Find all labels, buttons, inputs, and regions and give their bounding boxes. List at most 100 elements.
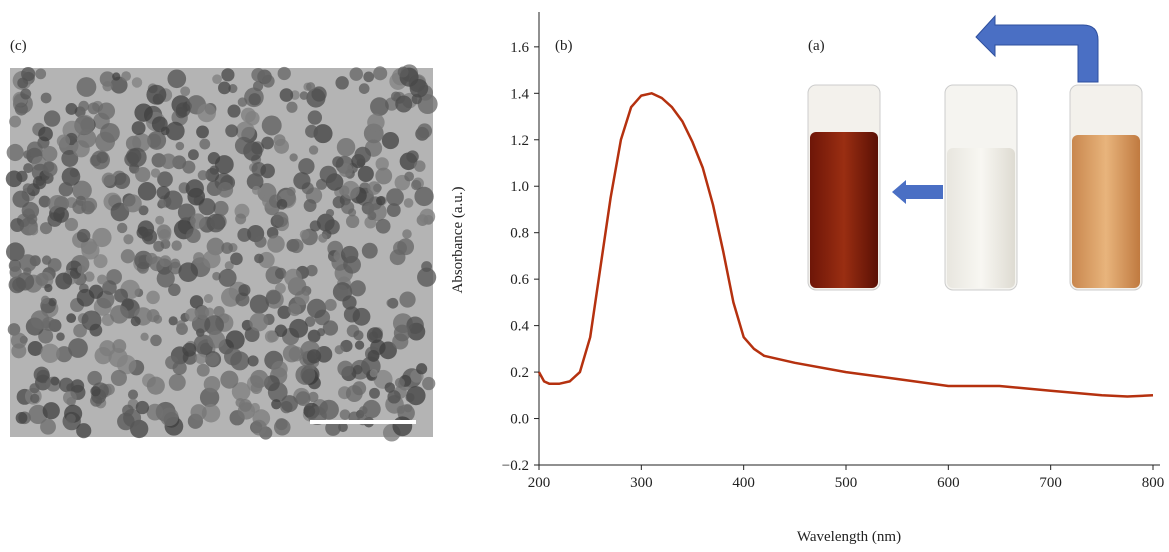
particle: [311, 86, 327, 102]
particle: [402, 229, 412, 239]
particle: [251, 67, 266, 82]
particle: [334, 284, 349, 299]
particle: [375, 157, 389, 171]
particle: [289, 238, 304, 254]
particle: [9, 115, 22, 128]
particle: [110, 202, 130, 222]
particle: [38, 126, 53, 142]
particle: [121, 71, 131, 81]
particle: [349, 280, 366, 297]
particle: [306, 349, 322, 364]
particle: [42, 161, 58, 177]
particle: [66, 313, 77, 324]
particle: [199, 138, 211, 150]
particle: [204, 315, 225, 335]
particle: [73, 323, 87, 338]
particle: [56, 346, 73, 363]
particle: [27, 340, 43, 356]
particle: [65, 103, 78, 115]
particle: [40, 343, 60, 363]
particle: [38, 195, 51, 208]
particle: [411, 179, 422, 191]
particle: [316, 328, 326, 337]
particle: [237, 228, 252, 242]
particle: [76, 423, 92, 439]
particle: [299, 229, 310, 240]
x-tick-label: 200: [528, 475, 551, 491]
particle: [251, 419, 267, 436]
particle: [131, 121, 146, 136]
particle: [14, 102, 28, 116]
particle: [33, 366, 50, 383]
particle: [180, 86, 191, 97]
particle: [405, 392, 415, 403]
particle: [22, 183, 33, 194]
vial-liquid: [947, 148, 1015, 288]
particle: [72, 180, 92, 201]
particle: [209, 165, 219, 175]
particle: [248, 93, 261, 106]
particle: [214, 155, 234, 174]
vials: [807, 14, 1143, 291]
particle: [246, 173, 264, 190]
particle: [176, 320, 186, 330]
particle: [140, 332, 149, 341]
particle: [284, 268, 302, 287]
particle: [117, 412, 135, 431]
particle: [12, 190, 30, 208]
particle: [261, 74, 275, 88]
particle: [201, 404, 221, 423]
particle: [40, 92, 52, 104]
particle: [58, 182, 74, 197]
particle: [406, 316, 424, 334]
particle: [235, 213, 247, 225]
particle: [373, 66, 388, 81]
particle: [299, 91, 309, 100]
particle: [135, 400, 150, 415]
particle: [146, 376, 165, 395]
particle: [21, 66, 36, 82]
particle: [251, 185, 261, 195]
particle: [230, 252, 243, 266]
particle: [308, 391, 319, 403]
particle: [272, 211, 289, 228]
particle: [221, 242, 233, 254]
particle: [213, 200, 229, 217]
particle: [238, 284, 251, 297]
particle: [417, 123, 433, 139]
particle: [29, 383, 40, 394]
particle: [153, 240, 165, 252]
particle: [306, 264, 318, 277]
particle: [271, 360, 288, 378]
particle: [90, 150, 110, 170]
particle: [116, 354, 137, 375]
particle: [113, 172, 131, 190]
particle: [18, 254, 37, 272]
particle: [42, 402, 60, 420]
particle: [386, 298, 395, 308]
particle: [224, 261, 234, 271]
particle: [40, 295, 50, 305]
particle: [397, 238, 415, 256]
particle: [122, 404, 134, 417]
particle: [303, 199, 317, 212]
particle: [146, 403, 164, 421]
particle: [160, 153, 177, 170]
particle: [308, 145, 319, 155]
particle: [97, 274, 108, 285]
particle: [381, 131, 400, 150]
particle: [225, 124, 239, 138]
particle: [123, 194, 142, 213]
particle: [369, 387, 380, 399]
particle: [322, 320, 339, 336]
particle: [367, 350, 380, 362]
vial-liquid: [1072, 135, 1140, 288]
particle: [286, 101, 298, 113]
particle: [289, 318, 309, 338]
particle: [93, 254, 108, 269]
particle: [89, 323, 103, 337]
particle: [165, 121, 185, 141]
particle: [387, 390, 401, 404]
x-tick-label: 500: [835, 475, 858, 491]
particle: [135, 166, 151, 183]
